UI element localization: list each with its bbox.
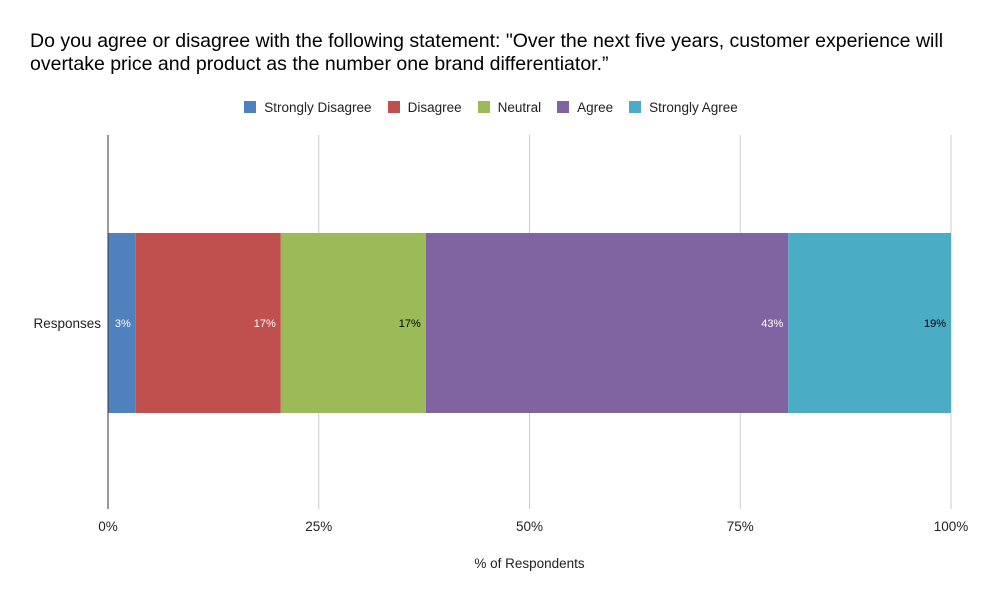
data-label: 3% xyxy=(115,318,131,330)
category-label: Responses xyxy=(33,316,101,331)
bar-segment-disagree xyxy=(135,233,281,413)
legend-item-0: Strongly Disagree xyxy=(244,99,372,115)
legend-item-3: Agree xyxy=(557,100,613,115)
x-tick-label: 100% xyxy=(934,519,969,534)
bar-segment-neutral xyxy=(280,233,426,413)
legend: Strongly Disagree Disagree Neutral Agree Str… xyxy=(0,97,982,117)
bar-segment-strongly-agree xyxy=(788,233,951,413)
chart-title: Do you agree or disagree with the follow… xyxy=(30,30,944,75)
x-tick-label: 0% xyxy=(98,519,118,534)
data-label: 43% xyxy=(761,318,783,330)
data-label: 17% xyxy=(399,318,421,330)
legend-swatch xyxy=(629,101,642,113)
x-axis-title: % of Respondents xyxy=(474,556,585,571)
bar-segment-strongly-disagree xyxy=(108,233,136,413)
legend-label: Disagree xyxy=(407,99,462,115)
x-tick-label: 50% xyxy=(516,519,543,534)
legend-swatch xyxy=(387,101,400,113)
legend-label: Strongly Disagree xyxy=(264,99,372,115)
legend-item-2: Neutral xyxy=(477,99,542,115)
legend-swatch xyxy=(557,101,570,113)
legend-label: Neutral xyxy=(497,99,542,115)
legend-item-4: Strongly Agree xyxy=(629,100,738,115)
data-label: 17% xyxy=(254,318,276,330)
legend-label: Agree xyxy=(577,99,614,115)
x-tick-label: 25% xyxy=(305,519,332,534)
legend-swatch xyxy=(477,101,490,113)
legend-item-1: Disagree xyxy=(387,99,462,115)
data-label: 19% xyxy=(924,318,946,330)
legend-swatch xyxy=(244,101,257,113)
legend-label: Strongly Agree xyxy=(649,99,738,115)
x-tick-label: 75% xyxy=(727,519,754,534)
bar-segment-agree xyxy=(425,233,789,413)
